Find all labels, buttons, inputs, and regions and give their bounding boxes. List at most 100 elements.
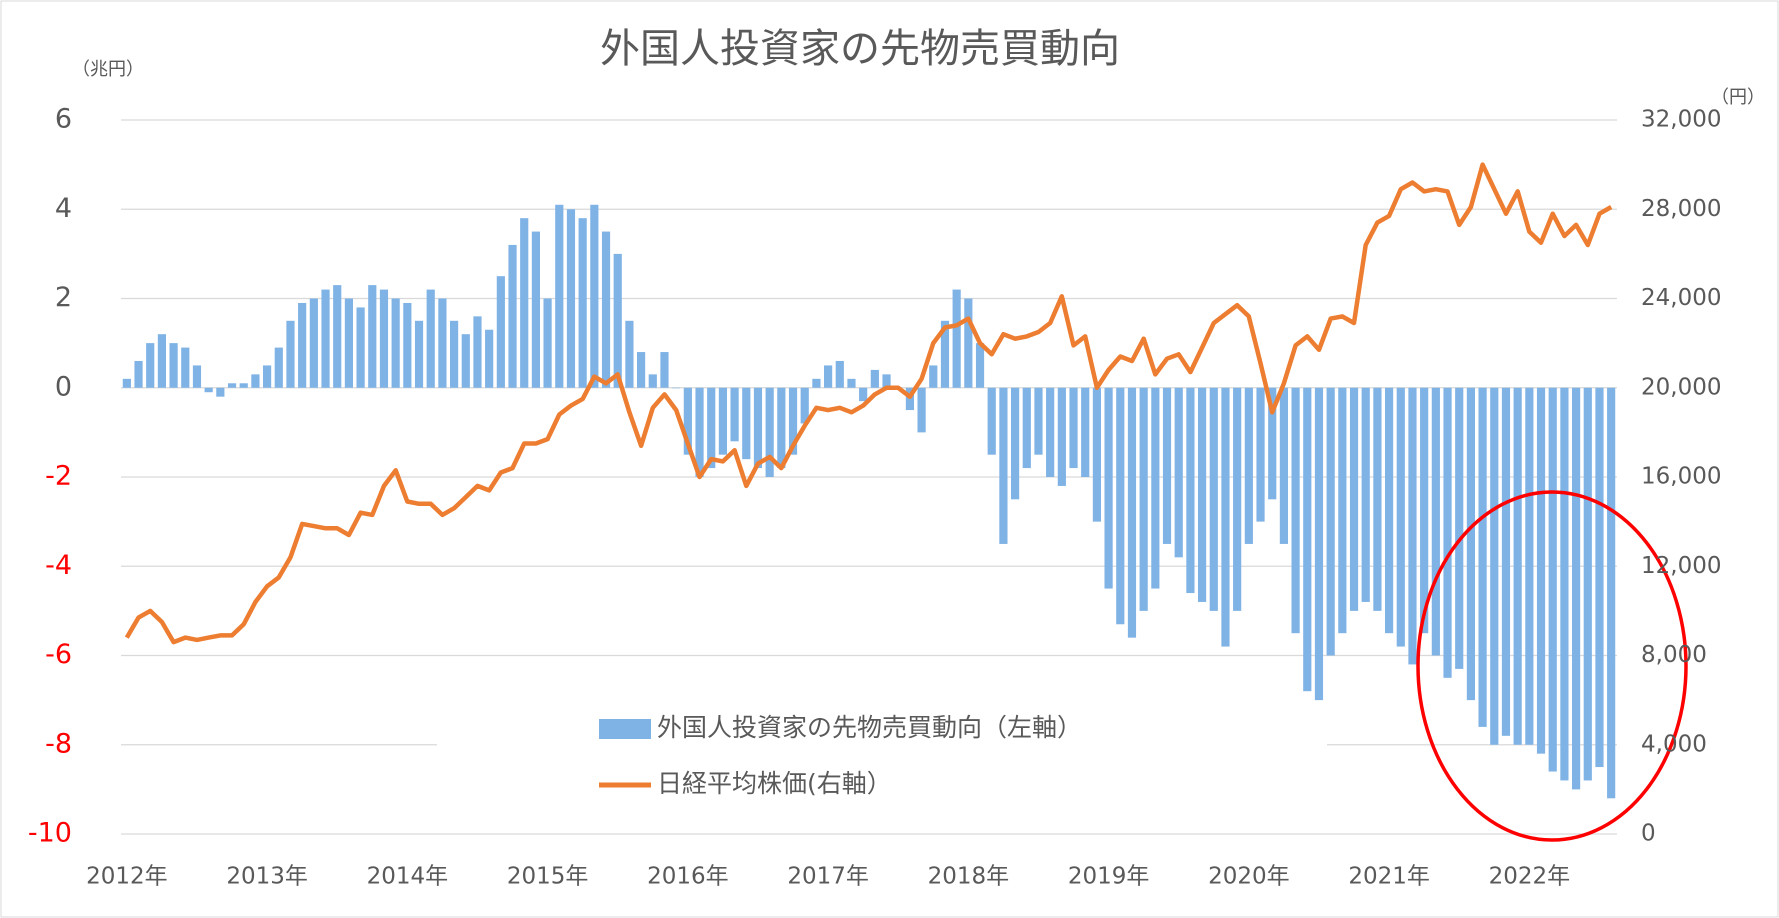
bar <box>508 244 517 388</box>
bar <box>1174 387 1183 558</box>
bar <box>122 378 131 388</box>
bar <box>637 352 646 388</box>
y2-tick-label: 0 <box>1641 821 1656 847</box>
y-tick-label: -8 <box>45 728 72 759</box>
bar <box>870 369 879 388</box>
bar <box>648 374 657 388</box>
bar <box>1303 387 1312 692</box>
bar <box>274 347 283 388</box>
bar <box>742 387 751 460</box>
y-unit-label: （兆円） <box>72 59 144 80</box>
bar <box>1104 387 1113 589</box>
highlight-ellipse <box>1416 490 1688 842</box>
y2-unit-label: （円） <box>1711 87 1765 108</box>
bar <box>1116 387 1125 625</box>
bar <box>1291 387 1300 634</box>
bar <box>263 365 272 388</box>
bar <box>1022 387 1031 469</box>
bar <box>566 209 576 388</box>
bar <box>531 231 540 388</box>
bar <box>368 285 377 388</box>
bars <box>122 204 1616 799</box>
bar <box>1361 387 1370 602</box>
x-tick-label: 2022年 <box>1489 864 1571 890</box>
bar <box>485 329 494 388</box>
bar <box>625 320 634 388</box>
lines <box>124 162 1613 645</box>
bar <box>309 298 318 388</box>
y-tick-label: 4 <box>55 193 72 224</box>
bar <box>496 276 505 388</box>
bar <box>1244 387 1253 544</box>
bar <box>1069 387 1078 469</box>
legend-swatch <box>599 719 651 739</box>
bar <box>181 347 190 388</box>
bar <box>1127 387 1137 638</box>
bar <box>1221 387 1230 647</box>
bar <box>660 352 669 388</box>
bar <box>344 298 353 388</box>
bar <box>777 387 786 469</box>
bar <box>1466 387 1475 701</box>
y2-tick-label: 16,000 <box>1641 464 1721 490</box>
bar <box>1548 387 1557 772</box>
x-tick-label: 2019年 <box>1068 864 1150 890</box>
bar <box>1326 387 1335 656</box>
bar <box>1349 387 1359 611</box>
bar <box>1256 387 1265 522</box>
bar <box>859 387 868 402</box>
bar <box>1279 387 1288 544</box>
bar <box>1536 387 1546 754</box>
bar <box>216 387 225 397</box>
bar <box>835 360 844 388</box>
bar <box>157 334 166 388</box>
bar <box>543 298 552 388</box>
bar <box>1525 387 1534 745</box>
bar <box>1396 387 1405 647</box>
y-tick-label: 0 <box>55 371 72 402</box>
bar <box>520 218 529 388</box>
line <box>124 162 1613 645</box>
bar <box>1490 387 1499 745</box>
bar <box>1268 387 1277 500</box>
bar <box>987 387 996 455</box>
bar <box>1455 387 1464 669</box>
bar <box>672 387 681 389</box>
bar <box>847 378 856 388</box>
bar <box>333 285 342 388</box>
bar <box>1572 387 1581 790</box>
x-tick-label: 2021年 <box>1348 864 1430 890</box>
bar <box>1092 387 1101 522</box>
bar <box>964 298 973 388</box>
bar <box>1595 387 1604 768</box>
bar <box>251 374 260 388</box>
bar <box>1443 387 1452 678</box>
bar <box>788 387 798 455</box>
bar <box>461 334 470 388</box>
bar <box>134 360 143 388</box>
bar <box>321 289 330 388</box>
bar <box>1034 387 1043 455</box>
bar <box>718 387 727 455</box>
y-tick-label: -10 <box>28 818 72 849</box>
chart-title: 外国人投資家の先物売買動向 <box>600 26 1120 72</box>
bar <box>753 387 763 469</box>
bar <box>613 253 622 388</box>
bar <box>1209 387 1218 611</box>
y-tick-label: 6 <box>55 104 72 135</box>
bar <box>1607 387 1616 799</box>
bar <box>601 231 611 388</box>
y2-tick-label: 32,000 <box>1641 107 1721 133</box>
bar <box>1011 387 1020 500</box>
x-tick-label: 2014年 <box>367 864 449 890</box>
bar <box>1583 387 1592 781</box>
y2-tick-label: 20,000 <box>1641 374 1721 400</box>
bar <box>555 204 564 388</box>
x-tick-label: 2013年 <box>226 864 308 890</box>
legend-label: 外国人投資家の先物売買動向（左軸） <box>657 713 1082 742</box>
bar <box>1233 387 1242 611</box>
x-tick-label: 2015年 <box>507 864 589 890</box>
bar <box>1408 387 1417 665</box>
bar <box>204 387 213 393</box>
